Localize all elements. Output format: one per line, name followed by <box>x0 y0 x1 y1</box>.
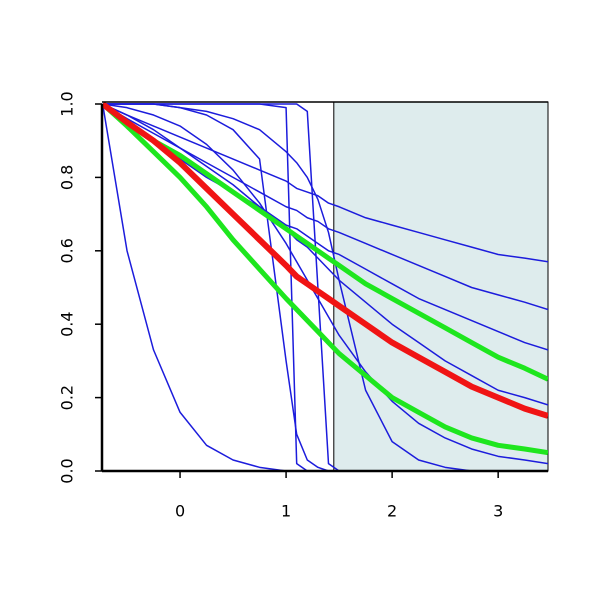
y-tick-label: 0.0 <box>58 458 77 483</box>
x-tick-label: 3 <box>493 502 503 521</box>
series-line <box>102 103 548 465</box>
y-tick-label: 1.0 <box>58 91 77 116</box>
series-line <box>102 101 548 419</box>
y-tick-label: 0.8 <box>58 165 77 190</box>
series-line <box>102 103 548 311</box>
x-tick-label: 1 <box>281 502 291 521</box>
series-line <box>102 103 548 263</box>
series-line <box>102 102 548 382</box>
axes-layer: 0 1 2 3 0.0 0.2 0.4 0.6 0.8 1.0 <box>58 91 548 521</box>
x-tick-label: 0 <box>175 502 185 521</box>
series-line <box>102 103 548 351</box>
y-tick-label: 0.4 <box>58 311 77 336</box>
x-tick-label: 2 <box>387 502 397 521</box>
series-line <box>102 103 548 406</box>
y-tick-label: 0.2 <box>58 385 77 410</box>
series-line <box>102 102 548 456</box>
y-tick-label: 0.6 <box>58 238 77 263</box>
